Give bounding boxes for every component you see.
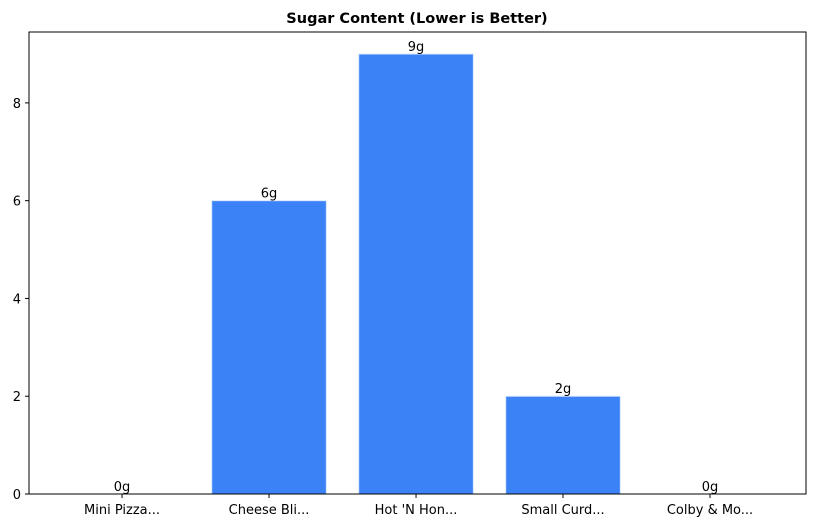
value-label: 0g — [702, 480, 719, 495]
plot-frame — [28, 31, 807, 495]
value-label: 2g — [555, 382, 572, 397]
x-tick-label: Small Curd... — [521, 503, 604, 518]
y-tick-label: 2 — [13, 390, 21, 405]
value-label: 0g — [114, 480, 131, 495]
value-label: 9g — [408, 40, 425, 55]
bar — [358, 53, 474, 495]
bar — [211, 200, 327, 495]
x-tick-label: Hot 'N Hon... — [375, 503, 458, 518]
y-tick-label: 6 — [13, 195, 21, 210]
x-tick-label: Cheese Bli... — [229, 503, 310, 518]
chart-title: Sugar Content (Lower is Better) — [286, 11, 547, 27]
y-tick-label: 4 — [13, 292, 21, 307]
bar — [505, 395, 621, 495]
x-tick-label: Colby & Mo... — [667, 503, 753, 518]
x-tick-label: Mini Pizza... — [84, 503, 160, 518]
y-tick-label: 0 — [13, 488, 21, 503]
y-tick-label: 8 — [13, 97, 21, 112]
value-label: 6g — [261, 187, 278, 202]
